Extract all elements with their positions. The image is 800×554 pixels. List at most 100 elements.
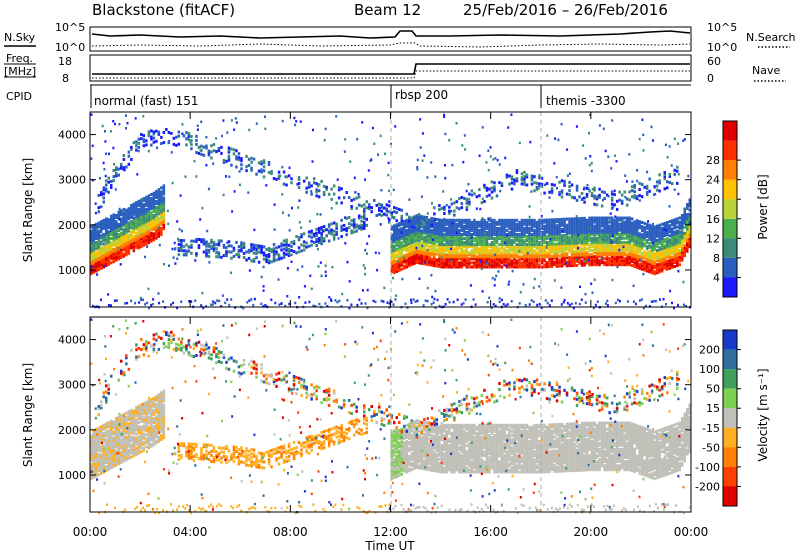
scatter-cell	[625, 236, 629, 240]
scatter-cell	[560, 262, 564, 266]
scatter-cell	[420, 217, 423, 221]
scatter-cell	[400, 223, 403, 226]
scatter-cell	[100, 433, 103, 437]
scatter-cell	[438, 254, 441, 258]
scatter-cell	[134, 117, 137, 120]
scatter-cell	[620, 193, 624, 197]
scatter-cell	[423, 262, 426, 266]
scatter-cell	[588, 226, 591, 230]
scatter-cell	[584, 157, 587, 160]
scatter-cell	[120, 241, 123, 245]
scatter-cell	[145, 222, 148, 226]
scatter-cell	[395, 249, 398, 253]
scatter-cell	[237, 253, 241, 257]
date-range: 25/Feb/2016 – 26/Feb/2016	[463, 1, 668, 19]
scatter-cell	[433, 235, 436, 239]
scatter-cell	[643, 264, 646, 268]
scatter-cell	[157, 130, 161, 134]
scatter-cell	[181, 229, 183, 233]
scatter-cell	[410, 240, 413, 244]
scatter-cell	[683, 248, 686, 252]
scatter-cell	[490, 226, 494, 230]
scatter-cell	[405, 261, 408, 265]
scatter-cell	[187, 138, 191, 142]
scatter-cell	[262, 305, 265, 308]
scatter-cell	[92, 455, 95, 459]
scatter-cell	[105, 256, 108, 259]
scatter-cell	[112, 235, 115, 239]
scatter-cell	[615, 247, 619, 250]
scatter-cell	[202, 238, 206, 242]
scatter-cell	[393, 226, 396, 230]
scatter-cell	[568, 258, 571, 262]
scatter-cell	[570, 225, 574, 229]
scatter-cell	[558, 250, 561, 254]
scatter-cell	[666, 267, 669, 271]
scatter-cell	[297, 175, 301, 179]
scatter-cell	[440, 241, 444, 245]
scatter-cell	[438, 232, 441, 236]
scatter-cell	[621, 220, 623, 223]
scatter-cell	[453, 209, 456, 213]
scatter-cell	[673, 306, 675, 310]
scatter-cell	[580, 219, 584, 222]
scatter-cell	[270, 170, 273, 173]
scatter-cell	[643, 252, 646, 256]
scatter-cell	[648, 237, 651, 241]
scatter-cell	[483, 261, 486, 265]
scatter-cell	[416, 168, 419, 171]
scatter-cell	[533, 237, 536, 240]
scatter-cell	[602, 127, 605, 131]
scatter-cell	[356, 137, 359, 141]
scatter-cell	[130, 205, 133, 209]
scatter-cell	[105, 179, 108, 183]
scatter-cell	[525, 239, 529, 243]
scatter-cell	[403, 236, 406, 240]
scatter-cell	[458, 235, 461, 238]
scatter-cell	[327, 229, 331, 233]
scatter-cell	[483, 249, 486, 253]
scatter-cell	[445, 220, 449, 224]
scatter-cell	[436, 298, 439, 302]
scatter-cell	[607, 195, 610, 198]
scatter-cell	[147, 218, 151, 222]
scatter-cell	[520, 255, 524, 259]
scatter-cell	[155, 196, 158, 199]
scatter-cell	[558, 226, 561, 230]
scatter-cell	[610, 251, 614, 254]
scatter-cell	[493, 230, 496, 234]
scatter-cell	[515, 251, 519, 255]
scatter-cell	[205, 240, 208, 243]
scatter-cell	[500, 235, 504, 238]
scatter-cell	[483, 222, 486, 226]
scatter-cell	[475, 261, 479, 265]
scatter-cell	[645, 261, 649, 265]
scatter-cell	[91, 144, 94, 148]
scatter-cell	[420, 231, 423, 235]
scatter-cell	[117, 222, 120, 226]
scatter-cell	[460, 224, 464, 228]
scatter-cell	[638, 244, 641, 248]
scatter-cell	[142, 215, 146, 219]
scatter-cell	[390, 233, 393, 237]
scatter-cell	[157, 188, 161, 192]
scatter-cell	[645, 186, 649, 190]
scatter-cell	[132, 206, 136, 210]
scatter-cell	[430, 230, 432, 233]
scatter-cell	[252, 243, 256, 247]
scatter-cell	[488, 222, 491, 226]
freq-label: Freq.	[6, 52, 33, 65]
scatter-cell	[458, 239, 461, 243]
scatter-cell	[227, 250, 231, 254]
scatter-cell	[137, 226, 141, 230]
scatter-cell	[653, 245, 656, 249]
scatter-cell	[676, 231, 679, 235]
scatter-cell	[655, 244, 659, 248]
scatter-cell	[458, 263, 461, 267]
scatter-cell	[480, 253, 484, 257]
scatter-cell	[625, 257, 629, 261]
scatter-cell	[543, 236, 546, 240]
scatter-cell	[200, 120, 203, 124]
freq-unit-label: [MHz]	[4, 65, 36, 78]
scatter-cell	[593, 188, 596, 192]
